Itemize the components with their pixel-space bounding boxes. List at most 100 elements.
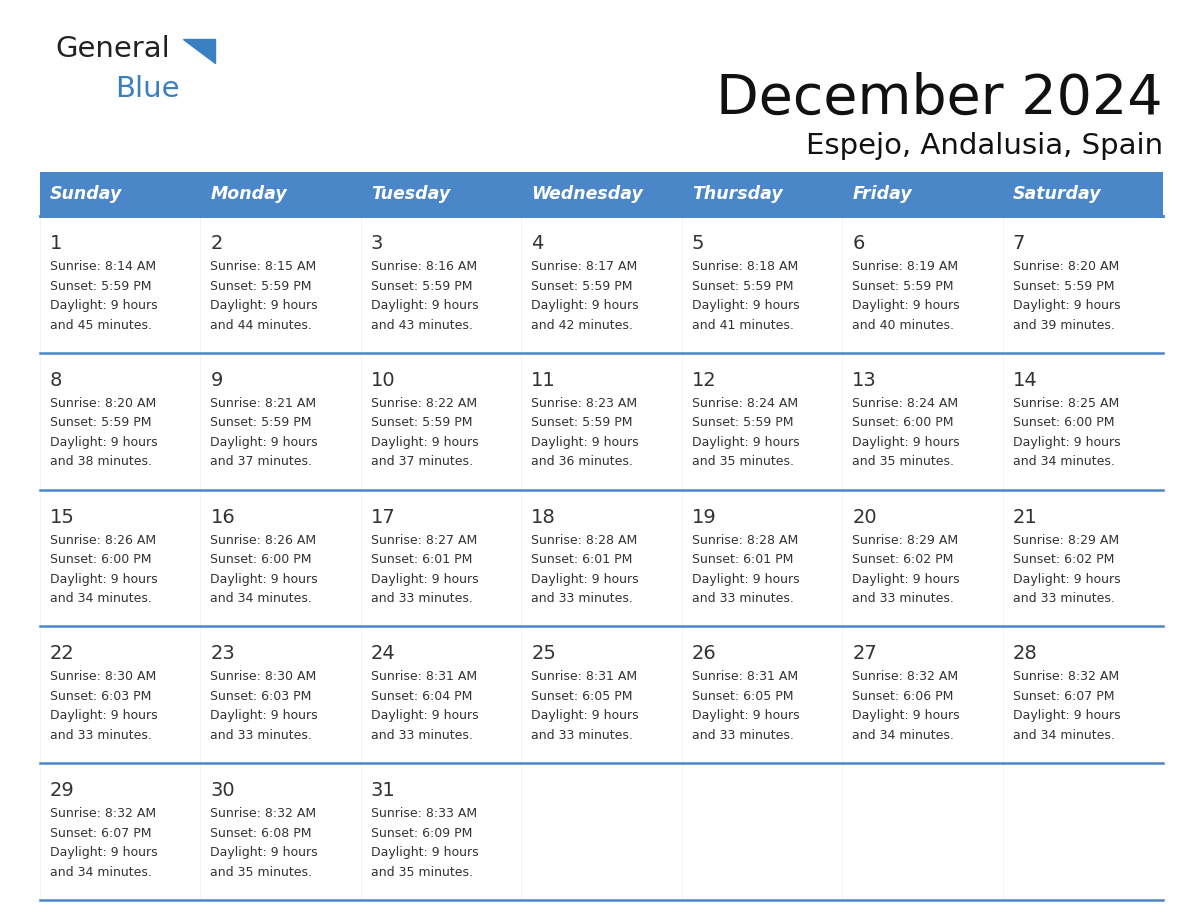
Text: Daylight: 9 hours: Daylight: 9 hours	[531, 299, 639, 312]
Text: Sunset: 6:01 PM: Sunset: 6:01 PM	[531, 554, 633, 566]
Text: Sunset: 6:00 PM: Sunset: 6:00 PM	[852, 416, 954, 430]
Bar	[1004, 626, 1163, 763]
Text: Sunset: 6:07 PM: Sunset: 6:07 PM	[1012, 690, 1114, 703]
Text: 29: 29	[50, 781, 75, 800]
Text: 22: 22	[50, 644, 75, 664]
Text: and 33 minutes.: and 33 minutes.	[852, 592, 954, 605]
Text: Sunset: 5:59 PM: Sunset: 5:59 PM	[210, 416, 312, 430]
Text: 8: 8	[50, 371, 63, 390]
Text: Thursday: Thursday	[691, 185, 783, 203]
Text: Sunset: 5:59 PM: Sunset: 5:59 PM	[691, 416, 794, 430]
Text: and 34 minutes.: and 34 minutes.	[1012, 729, 1114, 742]
Text: and 33 minutes.: and 33 minutes.	[371, 592, 473, 605]
Bar	[842, 172, 1003, 216]
Text: Sunrise: 8:32 AM: Sunrise: 8:32 AM	[210, 807, 316, 820]
Text: 7: 7	[1012, 234, 1025, 253]
Text: and 33 minutes.: and 33 minutes.	[210, 729, 312, 742]
Text: and 41 minutes.: and 41 minutes.	[691, 319, 794, 331]
Text: Sunrise: 8:30 AM: Sunrise: 8:30 AM	[50, 670, 157, 683]
Text: 31: 31	[371, 781, 396, 800]
Bar	[843, 353, 1003, 489]
Text: 30: 30	[210, 781, 235, 800]
Text: and 42 minutes.: and 42 minutes.	[531, 319, 633, 331]
Bar	[523, 489, 682, 626]
Text: Sunrise: 8:31 AM: Sunrise: 8:31 AM	[691, 670, 798, 683]
Bar	[362, 353, 522, 489]
Text: and 36 minutes.: and 36 minutes.	[531, 455, 633, 468]
Bar	[683, 489, 842, 626]
Bar	[843, 489, 1003, 626]
Text: 12: 12	[691, 371, 716, 390]
Text: Daylight: 9 hours: Daylight: 9 hours	[852, 299, 960, 312]
Text: Daylight: 9 hours: Daylight: 9 hours	[50, 573, 158, 586]
Text: Sunset: 6:04 PM: Sunset: 6:04 PM	[371, 690, 473, 703]
Text: Daylight: 9 hours: Daylight: 9 hours	[1012, 710, 1120, 722]
Text: Sunset: 5:59 PM: Sunset: 5:59 PM	[50, 279, 152, 293]
Text: Sunrise: 8:22 AM: Sunrise: 8:22 AM	[371, 397, 478, 409]
Text: 18: 18	[531, 508, 556, 527]
Text: 15: 15	[50, 508, 75, 527]
Text: Sunset: 5:59 PM: Sunset: 5:59 PM	[531, 279, 633, 293]
Text: Daylight: 9 hours: Daylight: 9 hours	[531, 436, 639, 449]
Text: Daylight: 9 hours: Daylight: 9 hours	[210, 436, 318, 449]
Text: 13: 13	[852, 371, 877, 390]
Text: Daylight: 9 hours: Daylight: 9 hours	[371, 299, 479, 312]
Bar	[683, 763, 842, 900]
Bar	[1004, 216, 1163, 353]
Text: Sunset: 5:59 PM: Sunset: 5:59 PM	[691, 279, 794, 293]
Bar	[523, 763, 682, 900]
Text: 27: 27	[852, 644, 877, 664]
Bar	[361, 172, 522, 216]
Text: Sunrise: 8:24 AM: Sunrise: 8:24 AM	[852, 397, 959, 409]
Text: Sunset: 6:02 PM: Sunset: 6:02 PM	[1012, 554, 1114, 566]
Text: Blue: Blue	[115, 75, 179, 103]
Bar	[683, 216, 842, 353]
Text: Daylight: 9 hours: Daylight: 9 hours	[210, 846, 318, 859]
Bar	[523, 216, 682, 353]
Text: Daylight: 9 hours: Daylight: 9 hours	[691, 710, 800, 722]
Text: Sunset: 6:05 PM: Sunset: 6:05 PM	[531, 690, 633, 703]
Text: Sunrise: 8:33 AM: Sunrise: 8:33 AM	[371, 807, 478, 820]
Text: Sunset: 5:59 PM: Sunset: 5:59 PM	[371, 279, 473, 293]
Bar	[40, 216, 1163, 353]
Text: Sunset: 6:03 PM: Sunset: 6:03 PM	[210, 690, 311, 703]
Bar	[42, 626, 201, 763]
Text: and 34 minutes.: and 34 minutes.	[852, 729, 954, 742]
Text: and 43 minutes.: and 43 minutes.	[371, 319, 473, 331]
Text: Sunrise: 8:15 AM: Sunrise: 8:15 AM	[210, 260, 317, 273]
Text: and 39 minutes.: and 39 minutes.	[1012, 319, 1114, 331]
Text: Daylight: 9 hours: Daylight: 9 hours	[531, 573, 639, 586]
Text: and 33 minutes.: and 33 minutes.	[371, 729, 473, 742]
Text: Sunset: 6:06 PM: Sunset: 6:06 PM	[852, 690, 954, 703]
Text: 2: 2	[210, 234, 223, 253]
Text: 11: 11	[531, 371, 556, 390]
Text: Sunset: 5:59 PM: Sunset: 5:59 PM	[371, 416, 473, 430]
Bar	[202, 216, 361, 353]
Text: 4: 4	[531, 234, 544, 253]
Text: Wednesday: Wednesday	[531, 185, 643, 203]
Text: and 35 minutes.: and 35 minutes.	[371, 866, 473, 879]
Text: Sunrise: 8:18 AM: Sunrise: 8:18 AM	[691, 260, 798, 273]
Text: Tuesday: Tuesday	[371, 185, 450, 203]
Text: and 40 minutes.: and 40 minutes.	[852, 319, 954, 331]
Bar	[42, 216, 201, 353]
Text: Sunset: 6:00 PM: Sunset: 6:00 PM	[210, 554, 312, 566]
Text: Sunrise: 8:24 AM: Sunrise: 8:24 AM	[691, 397, 798, 409]
Polygon shape	[183, 39, 215, 63]
Text: 24: 24	[371, 644, 396, 664]
Text: Daylight: 9 hours: Daylight: 9 hours	[1012, 436, 1120, 449]
Text: and 33 minutes.: and 33 minutes.	[50, 729, 152, 742]
Bar	[201, 172, 361, 216]
Text: 3: 3	[371, 234, 384, 253]
Text: 6: 6	[852, 234, 865, 253]
Bar	[40, 763, 1163, 900]
Text: 17: 17	[371, 508, 396, 527]
Bar	[843, 763, 1003, 900]
Text: and 33 minutes.: and 33 minutes.	[531, 592, 633, 605]
Bar	[362, 216, 522, 353]
Bar	[1004, 489, 1163, 626]
Text: 10: 10	[371, 371, 396, 390]
Text: Sunrise: 8:23 AM: Sunrise: 8:23 AM	[531, 397, 638, 409]
Text: Sunset: 6:00 PM: Sunset: 6:00 PM	[1012, 416, 1114, 430]
Bar	[202, 626, 361, 763]
